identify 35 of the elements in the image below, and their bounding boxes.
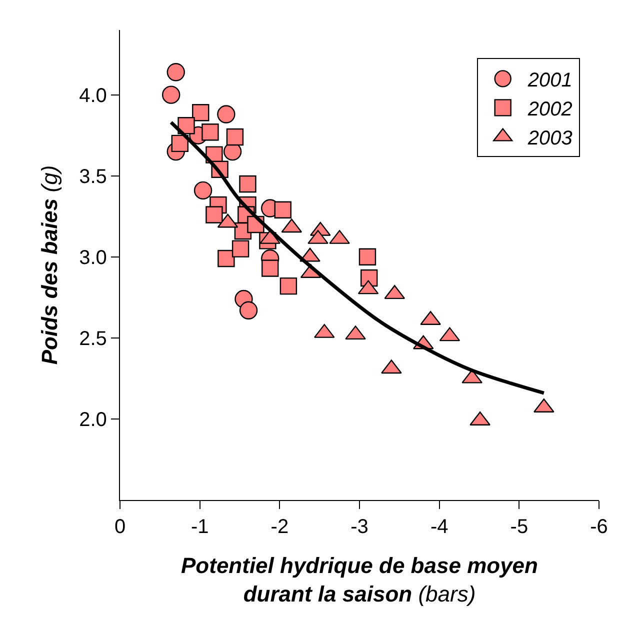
y-tick-label: 2.0 [79,408,107,431]
y-tick-label: 2.5 [79,328,107,350]
point [232,240,250,258]
point [192,104,210,122]
legend-label: 2001 [526,70,572,92]
legend-label: 2002 [526,98,572,120]
x-tick-label: -2 [270,516,289,538]
point [162,86,180,104]
point [217,105,236,124]
y-tick-label: 4.0 [79,84,107,107]
point [178,117,195,134]
point [194,181,212,200]
x-tick-label: -3 [350,516,368,538]
legend-label: 2003 [526,128,572,150]
point [239,301,258,320]
x-tick-label: -5 [510,516,528,538]
point [239,175,256,193]
point [206,206,223,224]
point [226,128,244,146]
point [166,63,185,82]
x-tick-label: -1 [190,516,209,538]
point [261,260,279,277]
x-tick-label: -4 [430,516,448,538]
y-tick-label: 3.0 [79,246,107,269]
point [358,248,376,266]
x-tick-label: -6 [590,516,608,538]
x-axis-title: Potentiel hydrique de base moyen durant la saison (bars) [181,553,538,607]
y-tick-label: 3.5 [79,166,107,188]
point [218,250,235,268]
point [202,124,219,141]
y-axis-title: Poids des baies (g) [36,165,62,365]
point [171,134,188,152]
point [274,201,292,218]
x-tick-label: 0 [114,516,126,538]
point [280,277,298,295]
